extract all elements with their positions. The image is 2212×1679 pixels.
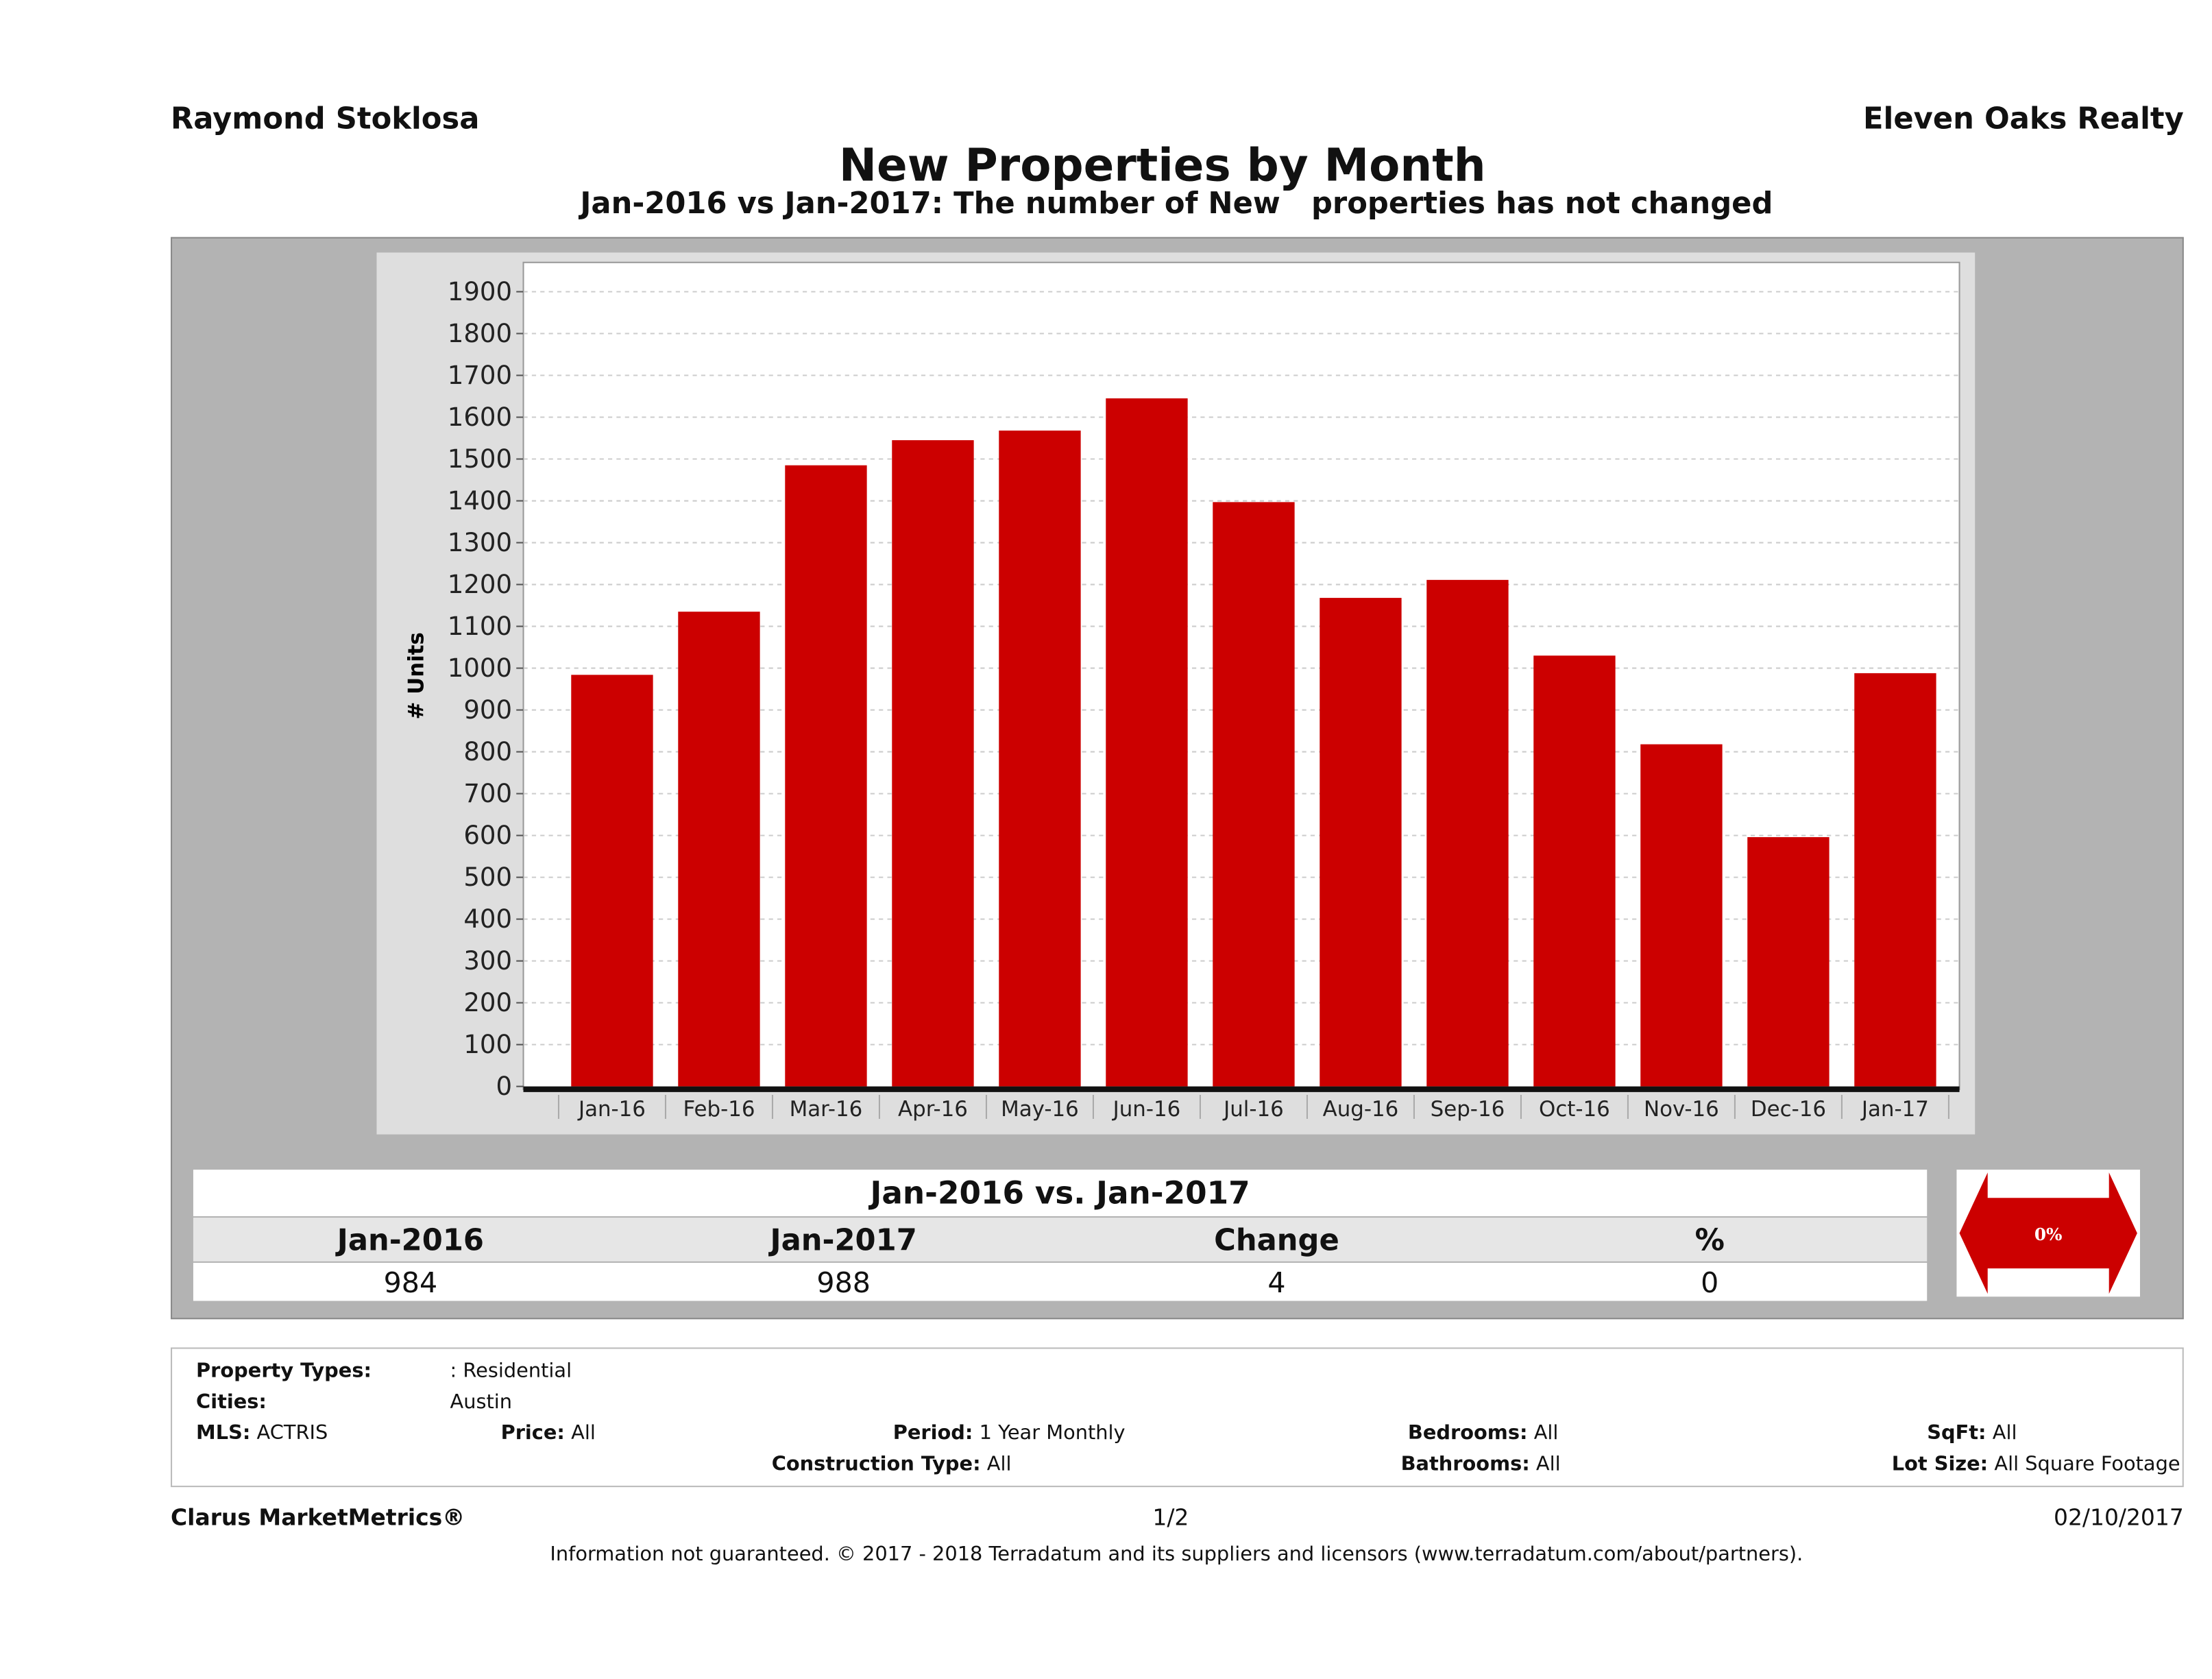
value-jan-2017: 988 [816,1266,871,1300]
y-tick-label: 0 [496,1072,512,1101]
chart-panel: 0 100 200 300 400 500 600 700 800 900 1000 1100 1200… [171,237,2184,1320]
x-tick-label: Nov-16 [1644,1097,1719,1122]
report-date: 02/10/2017 [2053,1503,2184,1531]
bar-may-16 [999,431,1081,1087]
x-tick-label: Sep-16 [1431,1097,1505,1122]
x-tick-label: May-16 [1001,1097,1079,1122]
page-title: New Properties by Month [838,138,1486,192]
y-tick-label: 1500 [448,444,512,474]
filter-value: All [571,1422,596,1445]
y-tick-label: 1900 [448,277,512,306]
y-tick-label: 700 [463,779,512,808]
y-tick-label: 200 [463,988,512,1017]
filter-value: All [1992,1422,2017,1445]
filter-label: Lot Size: [1891,1453,1989,1476]
header-change: Change [1214,1223,1339,1257]
y-tick-label: 1100 [448,612,512,641]
x-tick-label: Jun-16 [1112,1097,1181,1122]
x-tick-label: Jul-16 [1222,1097,1284,1122]
y-tick-label: 1200 [448,570,512,599]
y-tick-label: 1300 [448,528,512,557]
y-axis-label: # Units [404,632,428,719]
chart-area: 0 100 200 300 400 500 600 700 800 900 1000 1100 1200… [376,252,1976,1135]
bar-chart: 0 100 200 300 400 500 600 700 800 900 1000 1100 1200… [404,261,1960,1122]
header-percent: % [1694,1223,1725,1257]
disclaimer: Information not guaranteed. © 2017 - 201… [550,1543,1803,1567]
y-tick-label: 300 [463,946,512,976]
agent-name: Raymond Stoklosa [171,101,480,136]
y-tick-label: 800 [463,737,512,766]
bar-jan-17 [1854,673,1936,1087]
summary-value-row: 984 988 4 0 [193,1262,1928,1301]
y-tick-label: 900 [463,695,512,725]
header-jan-2017: Jan-2017 [770,1223,917,1257]
page-subtitle: Jan-2016 vs Jan-2017: The number of New … [580,186,1773,221]
bar-mar-16 [785,465,867,1087]
filter-value: : Residential [450,1360,572,1383]
filter-label: MLS: [196,1422,251,1445]
y-tick-label: 100 [463,1030,512,1059]
value-percent: 0 [1701,1266,1719,1300]
bar-jun-16 [1106,398,1188,1087]
x-tick-label: Jan-17 [1860,1097,1929,1122]
y-tick-label: 1600 [448,402,512,432]
bar-nov-16 [1640,744,1723,1087]
bar-jan-16 [571,675,653,1087]
filter-value: 1 Year Monthly [979,1422,1126,1445]
filter-label: Bathrooms: [1400,1453,1530,1476]
filter-label: Cities: [196,1391,267,1414]
double-arrow-icon: 0% [1959,1172,2137,1294]
header-jan-2016: Jan-2016 [337,1223,484,1257]
filter-value: All Square Footage [1994,1453,2180,1476]
y-tick-label: 1400 [448,486,512,516]
filter-label: Property Types: [196,1360,372,1383]
filter-value: All [986,1453,1012,1476]
filter-label: Price: [500,1422,565,1445]
value-jan-2016: 984 [383,1266,438,1300]
bar-oct-16 [1533,655,1616,1087]
bar-feb-16 [678,612,760,1087]
summary-header-row: Jan-2016 Jan-2017 Change % [193,1218,1928,1261]
badge-text: 0% [2034,1224,2063,1244]
bar-jul-16 [1213,502,1295,1087]
bar-aug-16 [1320,598,1402,1087]
y-tick-label: 400 [463,904,512,934]
report-filters: Property Types: : Residential Cities: Au… [171,1347,2184,1488]
bar-apr-16 [892,440,974,1087]
bar-dec-16 [1747,837,1830,1087]
x-tick-label: Feb-16 [683,1097,755,1122]
page-number: 1/2 [1152,1503,1189,1531]
footer-brand: Clarus MarketMetrics® [171,1503,465,1531]
filter-value: All [1535,1453,1561,1476]
x-tick-label: Dec-16 [1751,1097,1826,1122]
brokerage-name: Eleven Oaks Realty [1863,101,2184,136]
y-tick-label: 500 [463,862,512,892]
filter-label: SqFt: [1927,1422,1986,1445]
x-tick-label: Apr-16 [898,1097,968,1122]
change-badge: 0% [1956,1170,2140,1297]
filter-label: Construction Type: [771,1453,981,1476]
summary-title: Jan-2016 vs. Jan-2017 [193,1170,1928,1216]
filter-label: Period: [892,1422,973,1445]
filter-value: All [1533,1422,1559,1445]
x-tick-label: Mar-16 [790,1097,863,1122]
filter-value: Austin [450,1391,513,1414]
bar-sep-16 [1426,579,1509,1087]
y-tick-label: 600 [463,821,512,850]
filter-value: ACTRIS [256,1422,328,1445]
y-tick-label: 1700 [448,361,512,390]
value-change: 4 [1267,1266,1286,1300]
x-tick-label: Oct-16 [1539,1097,1610,1122]
x-tick-label: Jan-16 [577,1097,646,1122]
x-tick-label: Aug-16 [1323,1097,1399,1122]
y-tick-label: 1800 [448,319,512,348]
y-tick-label: 1000 [448,653,512,683]
filter-label: Bedrooms: [1407,1422,1528,1445]
